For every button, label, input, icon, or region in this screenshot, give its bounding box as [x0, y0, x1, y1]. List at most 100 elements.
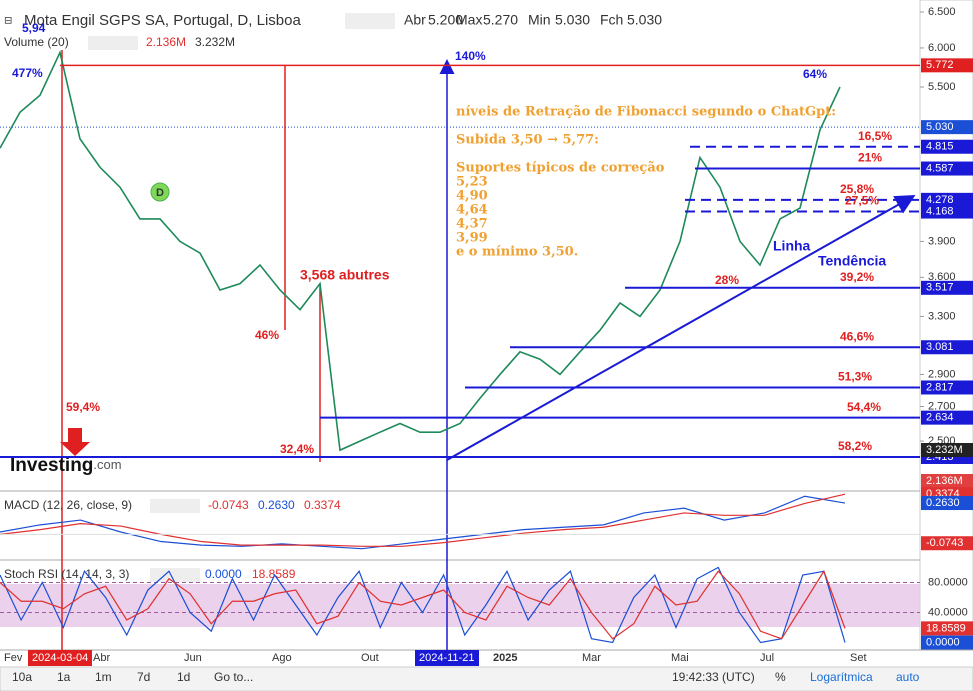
price-line — [0, 50, 841, 452]
x-tick-label: 2025 — [493, 652, 517, 664]
high-label: Max — [456, 12, 482, 28]
annotation: 477% — [12, 66, 43, 80]
event-marker[interactable] — [150, 182, 170, 202]
stoch-tick-label: 80.0000 — [928, 576, 968, 588]
fib-pct: 39,2% — [840, 270, 874, 284]
stoch-badge — [921, 635, 973, 650]
x-tick-label: Jul — [760, 652, 774, 664]
fib-text: níveis de Retração de Fibonacci segundo … — [456, 105, 836, 120]
collapse-icon[interactable]: ⊟ — [4, 16, 12, 27]
close-label: Fch — [600, 12, 623, 28]
annotation: 32,4% — [280, 442, 314, 456]
price-badge — [921, 204, 973, 219]
range-button[interactable]: 10a — [12, 670, 32, 684]
price-badge — [921, 410, 973, 425]
time-badge — [28, 650, 92, 666]
range-button[interactable]: 7d — [137, 670, 150, 684]
stoch-tick-label: 40.0000 — [928, 606, 968, 618]
instrument-title: Mota Engil SGPS SA, Portugal, D, Lisboa — [24, 12, 301, 29]
y-tick-label: 2.900 — [928, 368, 956, 380]
fib-pct: 46,6% — [840, 329, 874, 343]
price-badge — [921, 58, 973, 73]
annotation: Tendência — [818, 253, 886, 269]
stoch-value: 0.0000 — [205, 567, 242, 581]
fib-pct: 54,4% — [847, 400, 881, 414]
x-tick-label: Mai — [671, 652, 689, 664]
fib-text: Subida 3,50 → 5,77: — [456, 133, 599, 148]
price-badge-label: 3.232M — [926, 444, 963, 456]
fib-text: e o mínimo 3,50. — [456, 245, 578, 260]
range-button[interactable]: 1d — [177, 670, 190, 684]
macd-value: 0.2630 — [258, 498, 295, 512]
price-badge-label: 4.815 — [926, 141, 954, 153]
open-value: 5.200 — [428, 12, 463, 28]
fib-pct: 27,5% — [845, 194, 879, 208]
fib-pct: 58,2% — [838, 439, 872, 453]
price-badge — [921, 139, 973, 154]
low-label: Min — [528, 12, 551, 28]
annotation: 46% — [255, 328, 279, 342]
log-button[interactable]: Logarítmica — [810, 670, 873, 684]
close-value: 5.030 — [627, 12, 662, 28]
fib-text: 4,64 — [456, 203, 488, 218]
price-badge-label: 4.587 — [926, 162, 954, 174]
price-badge — [921, 443, 973, 457]
goto-button[interactable]: Go to... — [214, 670, 253, 684]
price-badge-label: 3.517 — [926, 282, 954, 294]
price-badge-label: 2.136M — [926, 475, 963, 487]
macd-line — [0, 493, 846, 547]
fib-text: 4,37 — [456, 217, 488, 232]
high-value: 5.270 — [483, 12, 518, 28]
x-tick-label: Out — [361, 652, 379, 664]
annotation: 3,568 abutres — [300, 267, 390, 283]
annotation: 5,94 — [22, 21, 46, 35]
logo: Investing.com — [10, 455, 122, 476]
price-badge-label: 5.772 — [926, 59, 954, 71]
price-badge — [921, 474, 973, 488]
header-icons[interactable] — [345, 13, 395, 29]
macd-badge — [921, 536, 973, 551]
price-axis-bg — [919, 0, 973, 651]
volume-label: Volume (20) — [4, 35, 69, 49]
y-tick-label: 3.300 — [928, 310, 956, 322]
fib-pct: 51,3% — [838, 370, 872, 384]
volume-last: 2.136M — [146, 35, 186, 49]
stoch-line — [0, 569, 846, 640]
fib-pct: 25,8% — [840, 182, 874, 196]
price-badge-label: 4.168 — [926, 205, 954, 217]
macd-icons — [150, 499, 200, 513]
macd-badge-label: -0.0743 — [926, 537, 963, 549]
stoch-badge — [921, 621, 973, 636]
macd-value: -0.0743 — [208, 498, 249, 512]
annotation: 64% — [803, 67, 827, 81]
x-tick-label: Abr — [93, 652, 110, 664]
y-tick-label: 2.700 — [928, 400, 956, 412]
volume-icons[interactable] — [88, 36, 138, 50]
fib-text: 5,23 — [456, 175, 488, 190]
y-tick-label: 3.600 — [928, 271, 956, 283]
percent-button[interactable]: % — [775, 670, 786, 684]
fib-pct: 21% — [858, 151, 882, 165]
open-label: Abr — [404, 12, 426, 28]
price-badge-label: 2.817 — [926, 381, 954, 393]
range-button[interactable]: 1a — [57, 670, 71, 684]
stoch-badge-label: 0.0000 — [926, 636, 960, 648]
fib-text: Suportes típicos de correção — [456, 161, 665, 176]
auto-button[interactable]: auto — [896, 670, 920, 684]
range-button[interactable]: 1m — [95, 670, 112, 684]
y-tick-label: 6.000 — [928, 42, 956, 54]
macd-badge-label: 0.2630 — [926, 497, 960, 509]
fib-pct: 16,5% — [858, 129, 892, 143]
price-badge-label: 5.030 — [926, 121, 954, 133]
x-tick-label: Jun — [184, 652, 202, 664]
time-badge — [415, 650, 479, 666]
price-badge-label: 3.081 — [926, 341, 954, 353]
annotation: 59,4% — [66, 400, 100, 414]
down-arrow — [60, 428, 90, 456]
price-badge-label: 4.278 — [926, 194, 954, 206]
price-badge — [921, 280, 973, 295]
x-tick-label: Set — [850, 652, 867, 664]
macd-value: 0.3374 — [304, 498, 341, 512]
x-tick-label: Mar — [582, 652, 601, 664]
stoch-value: 18.8589 — [252, 567, 296, 581]
